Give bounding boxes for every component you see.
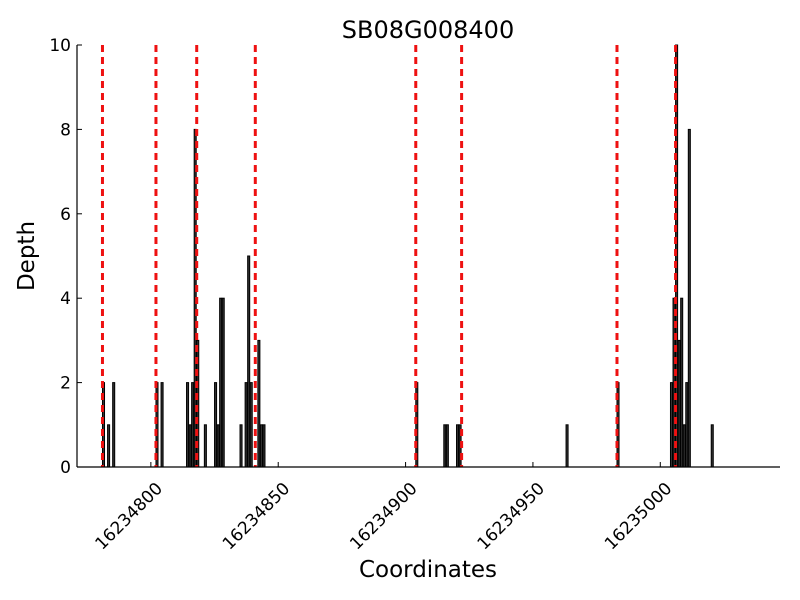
depth-bar-4 [160,382,164,468]
depth-bar-6 [188,424,192,468]
depth-bar-24 [445,424,449,468]
axes [76,45,780,468]
depth-bar-15 [239,424,243,468]
x-tick-label-2: 16234900 [346,479,421,554]
bars-layer [101,44,714,468]
y-tick-label-5: 10 [49,36,71,56]
depth-bar-18 [249,382,253,468]
depth-bar-13 [219,297,223,468]
depth-bar-5 [186,382,190,468]
depth-bar-10 [203,424,207,468]
y-ticks: 0 2 4 6 8 10 [49,36,82,478]
depth-bar-37 [710,424,714,468]
y-tick-label-1: 2 [60,374,71,394]
depth-bar-12 [216,424,220,468]
depth-bar-21 [262,424,266,468]
x-tick-label-4: 16235000 [601,479,676,554]
depth-bar-29 [669,382,674,468]
depth-bar-35 [685,382,689,468]
depth-bar-2 [112,382,116,468]
depth-bar-11 [214,382,218,468]
depth-bar-20 [259,424,263,468]
depth-bar-7 [191,382,195,468]
x-tick-label-1: 16234850 [219,479,294,554]
y-tick-label-3: 6 [60,205,71,225]
depth-bar-25 [456,424,460,468]
x-axis-label: Coordinates [359,557,497,583]
y-tick-label-4: 8 [60,120,71,140]
y-tick-label-0: 0 [60,458,71,478]
depth-bar-32 [677,339,681,468]
vlines-layer [100,45,678,467]
depth-bar-17 [247,255,251,468]
y-tick-label-2: 4 [60,289,71,309]
chart-title: SB08G008400 [342,16,514,44]
depth-bar-23 [443,424,447,468]
depth-bar-33 [680,297,684,468]
x-ticks: 16234800 16234850 16234900 16234950 16235000 [92,462,676,554]
depth-bar-27 [565,424,569,468]
depth-bar-36 [687,128,691,468]
x-tick-label-0: 16234800 [92,479,167,554]
y-axis-label: Depth [14,221,40,291]
x-tick-label-3: 16234950 [474,479,549,554]
depth-bar-14 [221,297,225,468]
depth-bar-16 [244,382,248,468]
depth-bar-1 [107,424,111,468]
depth-bar-19 [257,339,261,468]
depth-bar-34 [682,424,686,468]
